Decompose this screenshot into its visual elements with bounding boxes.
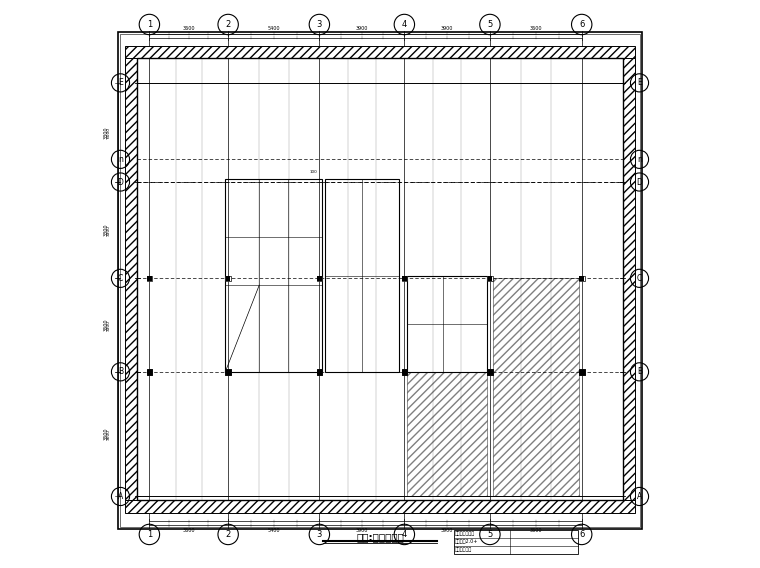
- Text: 欣欣经典资料: 欣欣经典资料: [454, 547, 472, 552]
- Bar: [125, 500, 635, 513]
- Bar: [147, 370, 152, 374]
- Text: n: n: [118, 155, 123, 164]
- Text: 3900: 3900: [356, 26, 368, 31]
- Bar: [401, 369, 407, 375]
- Bar: [579, 276, 584, 281]
- Bar: [225, 179, 322, 372]
- Text: B: B: [118, 367, 123, 377]
- Text: 3: 3: [317, 530, 322, 539]
- Text: 5: 5: [487, 20, 492, 29]
- Text: 2: 2: [226, 530, 231, 539]
- Text: E: E: [637, 78, 642, 87]
- Text: 多层办公楼改造: 多层办公楼改造: [454, 532, 475, 536]
- Text: A: A: [637, 492, 642, 501]
- Bar: [579, 369, 584, 375]
- Text: 2: 2: [226, 20, 231, 29]
- Text: 4: 4: [402, 20, 407, 29]
- Text: 100: 100: [310, 169, 318, 173]
- Bar: [492, 278, 579, 496]
- Bar: [407, 372, 487, 496]
- Bar: [402, 370, 407, 374]
- Bar: [226, 276, 230, 281]
- Bar: [316, 369, 322, 375]
- Bar: [225, 369, 231, 375]
- Bar: [147, 276, 152, 281]
- Text: 3300: 3300: [107, 320, 111, 331]
- Bar: [138, 59, 622, 500]
- Text: 6000: 6000: [107, 127, 111, 138]
- Bar: [316, 369, 322, 375]
- Text: D: D: [118, 178, 123, 186]
- Text: 3600: 3600: [104, 319, 109, 331]
- Text: E: E: [118, 78, 123, 87]
- Bar: [579, 369, 584, 375]
- Text: 图一:改造平面图: 图一:改造平面图: [356, 532, 404, 542]
- Bar: [121, 34, 639, 527]
- Text: 3600: 3600: [530, 26, 542, 31]
- Bar: [147, 275, 152, 281]
- Bar: [401, 369, 407, 375]
- Text: 6: 6: [579, 530, 584, 539]
- Text: 1: 1: [147, 530, 152, 539]
- Bar: [125, 59, 138, 500]
- Text: 3: 3: [317, 20, 322, 29]
- Text: 4: 4: [402, 530, 407, 539]
- Text: 3300: 3300: [104, 224, 109, 236]
- Text: A: A: [118, 492, 123, 501]
- Text: 5: 5: [487, 530, 492, 539]
- Text: 6: 6: [579, 20, 584, 29]
- Bar: [225, 369, 231, 375]
- Bar: [487, 369, 492, 375]
- Bar: [317, 370, 321, 374]
- Bar: [317, 276, 321, 281]
- Text: 3600: 3600: [107, 429, 111, 440]
- Bar: [125, 46, 635, 59]
- Bar: [119, 32, 641, 529]
- Bar: [147, 369, 152, 375]
- Text: 1: 1: [147, 20, 152, 29]
- Bar: [488, 370, 492, 374]
- Text: 3600: 3600: [182, 26, 195, 31]
- Bar: [316, 275, 322, 281]
- Text: 3900: 3900: [356, 528, 368, 533]
- Bar: [488, 276, 492, 281]
- Text: 3600: 3600: [530, 528, 542, 533]
- Text: 3600: 3600: [104, 428, 109, 440]
- Text: 3600: 3600: [182, 528, 195, 533]
- Text: 3900: 3900: [441, 26, 453, 31]
- Bar: [579, 275, 584, 281]
- Bar: [402, 276, 407, 281]
- Bar: [454, 530, 578, 554]
- Bar: [401, 275, 407, 281]
- Bar: [487, 275, 492, 281]
- Text: C: C: [637, 274, 642, 283]
- Bar: [325, 179, 399, 372]
- Bar: [407, 275, 487, 372]
- Text: 3300: 3300: [107, 225, 111, 236]
- Bar: [226, 370, 230, 374]
- Text: 3900: 3900: [441, 528, 453, 533]
- Bar: [622, 59, 635, 500]
- Text: 5400: 5400: [268, 26, 280, 31]
- Bar: [487, 369, 492, 375]
- Text: 3300: 3300: [104, 126, 109, 139]
- Text: D: D: [637, 178, 642, 186]
- Text: n: n: [637, 155, 642, 164]
- Bar: [147, 369, 152, 375]
- Text: 安全等级2.0+: 安全等级2.0+: [454, 539, 478, 544]
- Bar: [225, 275, 231, 281]
- Bar: [579, 370, 584, 374]
- Text: 5400: 5400: [268, 528, 280, 533]
- Text: B: B: [637, 367, 642, 377]
- Text: C: C: [118, 274, 123, 283]
